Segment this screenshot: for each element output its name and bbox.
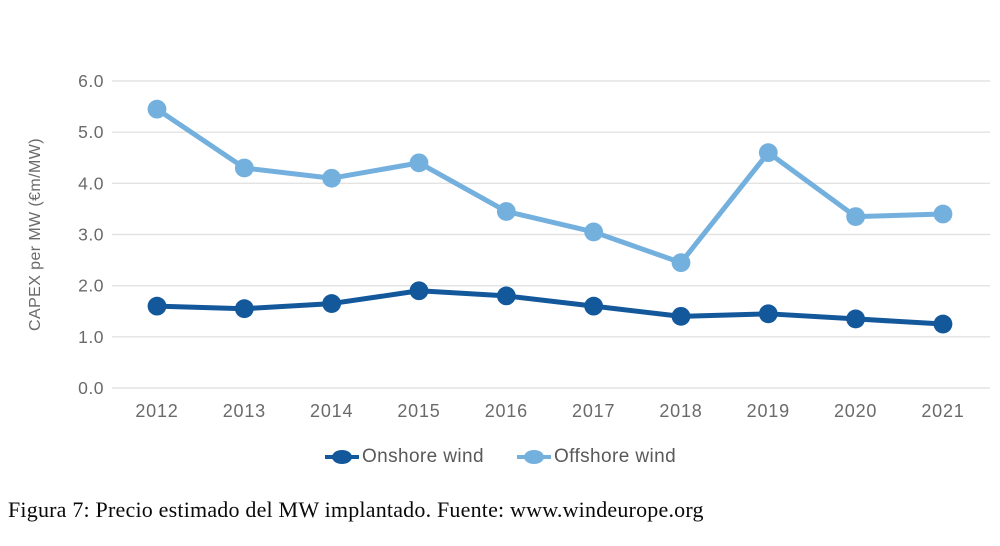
data-point: [496, 286, 516, 306]
x-tick-label: 2019: [747, 401, 790, 421]
data-point: [322, 294, 342, 313]
y-tick-label: 3.0: [78, 225, 104, 245]
capex-line-chart: 0.0 1.0 2.0 3.0 4.0 5.0 6.0 2012 2013 2014 2015 201…: [27, 71, 990, 421]
legend-label-onshore: Onshore wind: [361, 446, 484, 467]
x-tick-label: 2018: [659, 401, 702, 421]
data-point: [584, 296, 604, 316]
data-point: [147, 99, 167, 119]
x-tick-label: 2012: [135, 401, 178, 421]
y-tick-label: 0.0: [78, 378, 104, 398]
x-tick-label: 2017: [572, 401, 615, 421]
data-point: [496, 202, 516, 221]
x-tick-label: 2020: [834, 401, 877, 421]
legend-item-offshore: Offshore wind: [516, 446, 676, 468]
data-point: [933, 314, 953, 334]
y-axis-title: CAPEX per MW (€m/MW): [27, 138, 44, 331]
data-point: [671, 306, 691, 326]
offshore-legend-marker-icon: [516, 450, 551, 464]
y-tick-label: 6.0: [78, 71, 104, 91]
data-point: [846, 207, 866, 226]
data-point: [758, 143, 778, 163]
data-point: [584, 222, 604, 242]
data-point: [846, 309, 866, 329]
legend-item-onshore: Onshore wind: [324, 446, 484, 468]
data-point: [409, 153, 429, 173]
legend-label-offshore: Offshore wind: [553, 446, 677, 467]
data-point: [322, 168, 342, 188]
data-point: [147, 296, 167, 316]
chart-legend: Onshore wind Offshore wind: [0, 444, 1000, 470]
x-tick-label: 2015: [397, 401, 440, 421]
series-line-1: [154, 106, 946, 266]
x-tick-label: 2021: [921, 401, 964, 421]
data-point: [234, 158, 254, 178]
series-line-0: [154, 288, 946, 327]
y-tick-label: 1.0: [78, 327, 104, 347]
x-tick-label: 2016: [485, 401, 528, 421]
x-tick-label: 2013: [223, 401, 266, 421]
data-point: [409, 281, 429, 301]
y-tick-label: 5.0: [78, 122, 104, 142]
onshore-legend-marker-icon: [324, 450, 359, 464]
data-point: [671, 253, 691, 273]
figure-caption: Figura 7: Precio estimado del MW implant…: [8, 497, 704, 522]
y-tick-label: 2.0: [78, 276, 104, 296]
data-point: [933, 204, 953, 224]
y-tick-label: 4.0: [78, 173, 104, 193]
data-point: [234, 299, 254, 319]
data-point: [758, 304, 778, 324]
x-tick-label: 2014: [310, 401, 353, 421]
